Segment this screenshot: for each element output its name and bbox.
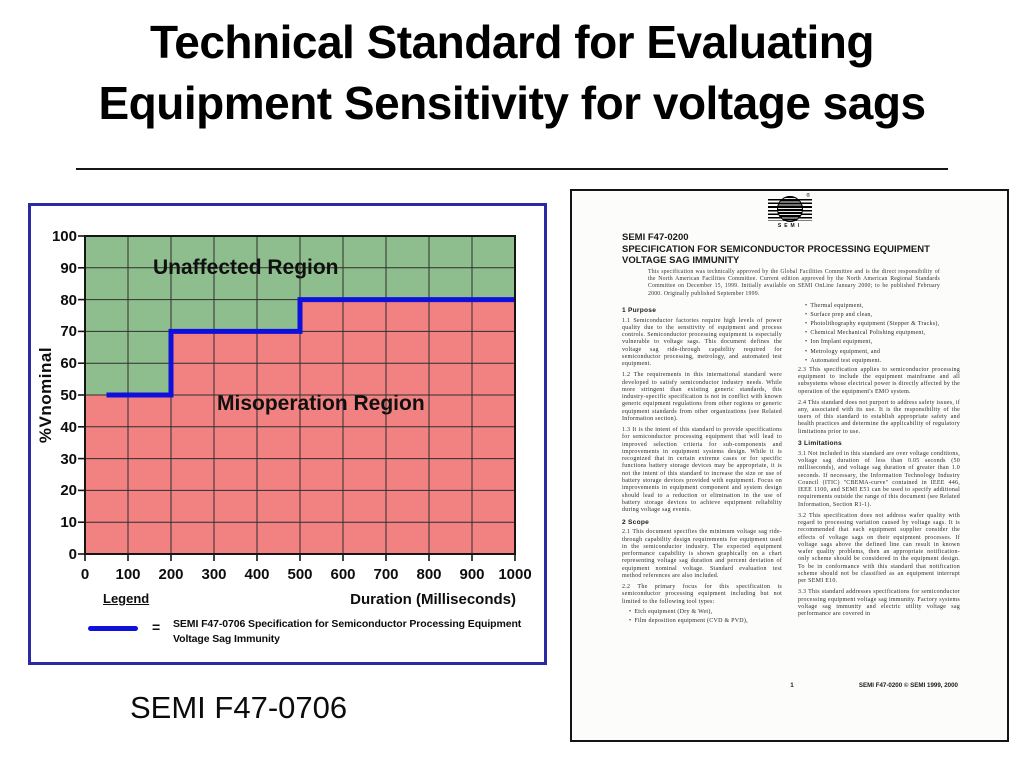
slide-title-line2: Equipment Sensitivity for voltage sags [98, 76, 926, 129]
x-tick-label: 1000 [498, 566, 532, 583]
doc-bullet: • Chemical Mechanical Polishing equipment… [798, 330, 960, 337]
bullet-text: Ion Implant equipment, [810, 339, 873, 346]
doc-heading: 1 Purpose [622, 307, 657, 314]
x-axis-label: Duration (Milliseconds) [350, 591, 516, 608]
doc-para: 1.2 The requirements in this internation… [622, 372, 782, 423]
doc-heading: 3 Limitations [798, 440, 842, 448]
bullet-dot-icon: • [629, 618, 632, 625]
bullet-text: Automated test equipment. [810, 357, 882, 364]
doc-title-line1: SPECIFICATION FOR SEMICONDUCTOR PROCESSI… [622, 244, 930, 255]
x-tick-label: 100 [115, 566, 141, 583]
doc-number: SEMI F47-0200 [622, 232, 689, 243]
registered-mark: ® [806, 193, 810, 199]
doc-column-left: 1 Purpose 1.1 Semiconductor factories req… [622, 303, 782, 628]
doc-para: 3.2 This specification does not address … [798, 512, 960, 585]
bullet-dot-icon: • [805, 348, 808, 355]
bullet-dot-icon: • [805, 330, 808, 337]
y-tick-label: 80 [60, 291, 77, 309]
legend-series-label: SEMI F47-0706 Specification for Semicond… [173, 618, 522, 646]
bullet-dot-icon: • [805, 303, 808, 309]
sag-chart-panel: %Vnominal Unaffected Region Misoperation… [28, 203, 547, 665]
unaffected-region-label: Unaffected Region [153, 256, 339, 279]
bullet-dot-icon: • [805, 312, 808, 319]
semi-logo: ® SEMI [768, 193, 812, 230]
x-tick-label: 700 [373, 566, 399, 583]
doc-para: 1.1 Semiconductor factories require high… [622, 317, 782, 368]
slide-title-line1: Technical Standard for Evaluating [150, 16, 874, 68]
doc-bullet: • Etch equipment (Dry & Wet), [622, 609, 782, 616]
doc-bullet: • Photolithography equipment (Stepper & T… [798, 321, 960, 328]
doc-title: SPECIFICATION FOR SEMICONDUCTOR PROCESSI… [622, 244, 952, 267]
bullet-text: Surface prep and clean, [810, 312, 873, 319]
x-tick-label: 600 [330, 566, 356, 583]
y-tick-label: 10 [60, 514, 77, 532]
doc-para: 1.3 It is the intent of this standard to… [622, 426, 782, 514]
y-tick-label: 70 [60, 323, 77, 341]
doc-para: 2.3 This specification applies to semico… [798, 366, 960, 395]
y-tick-label: 0 [68, 546, 77, 563]
bullet-dot-icon: • [805, 321, 808, 328]
legend-heading: Legend [103, 591, 150, 606]
legend-line-swatch [88, 626, 138, 631]
bullet-text: Film deposition equipment (CVD & PVD), [634, 618, 748, 625]
slide-title: Technical Standard for Evaluating Equipm… [0, 12, 1024, 133]
doc-footer-page-number: 1 [790, 682, 794, 689]
doc-column-right: • Thermal equipment, • Surface prep and cle… [798, 303, 960, 622]
doc-bullet: • Ion Implant equipment, [798, 339, 960, 346]
x-tick-label: 900 [459, 566, 485, 583]
doc-bullet: • Automated test equipment. [798, 358, 960, 365]
slide-caption: SEMI F47-0706 [130, 690, 348, 725]
bullet-dot-icon: • [629, 609, 632, 616]
bullet-dot-icon: • [805, 339, 808, 346]
x-tick-label: 300 [201, 566, 227, 583]
semi-logo-letters: SEMI [777, 223, 803, 229]
legend-equals-sign: = [152, 619, 161, 635]
y-tick-label: 60 [60, 355, 77, 373]
semi-f47-0200-document: ® SEMI SEMI F47-0200 SPECIFICATION FOR S… [570, 189, 1009, 742]
doc-abstract: This specification was technically appro… [648, 269, 940, 297]
doc-bullet: • Film deposition equipment (CVD & PVD), [622, 618, 782, 625]
sag-chart-plot: Unaffected Region Misoperation Region [78, 235, 516, 561]
x-tick-label: 800 [416, 566, 442, 583]
doc-para: 2.1 This document specifies the minimum … [622, 529, 782, 580]
x-tick-label: 400 [244, 566, 270, 583]
doc-heading: 2 Scope [622, 518, 650, 526]
bullet-text: Metrology equipment, and [810, 348, 881, 355]
sag-chart-svg [78, 235, 516, 561]
y-tick-label: 50 [60, 387, 77, 404]
x-tick-label: 200 [158, 566, 184, 583]
doc-para: 3.1 Not included in this standard are ov… [798, 450, 960, 508]
y-tick-label: 100 [51, 228, 77, 245]
doc-bullet: • Thermal equipment, [798, 303, 960, 310]
y-tick-label: 20 [60, 482, 77, 500]
title-underline-rule [76, 168, 948, 170]
x-tick-label: 0 [80, 566, 90, 583]
doc-footer-copyright: SEMI F47-0200 © SEMI 1999, 2000 [858, 682, 958, 689]
x-tick-label: 500 [287, 566, 313, 583]
semi-logo-globe-icon [777, 196, 803, 222]
y-tick-label: 40 [60, 418, 77, 436]
doc-para: 3.3 This standard addresses specificatio… [798, 589, 960, 618]
bullet-text: Thermal equipment, [810, 303, 864, 309]
bullet-text: Photolithography equipment (Stepper & Tr… [810, 321, 940, 328]
bullet-text: Etch equipment (Dry & Wet), [634, 609, 713, 616]
doc-bullet: • Surface prep and clean, [798, 312, 960, 319]
doc-para: 2.2 The primary focus for this specifica… [622, 583, 782, 605]
doc-para: 2.4 This standard does not purport to ad… [798, 399, 960, 435]
bullet-text: Chemical Mechanical Polishing equipment, [810, 330, 926, 337]
doc-title-line2: VOLTAGE SAG IMMUNITY [622, 255, 740, 267]
y-tick-label: 30 [60, 450, 77, 468]
bullet-dot-icon: • [805, 357, 808, 364]
misoperation-region-label: Misoperation Region [217, 392, 425, 415]
doc-bullet: • Metrology equipment, and [798, 349, 960, 356]
y-tick-label: 90 [60, 259, 77, 277]
